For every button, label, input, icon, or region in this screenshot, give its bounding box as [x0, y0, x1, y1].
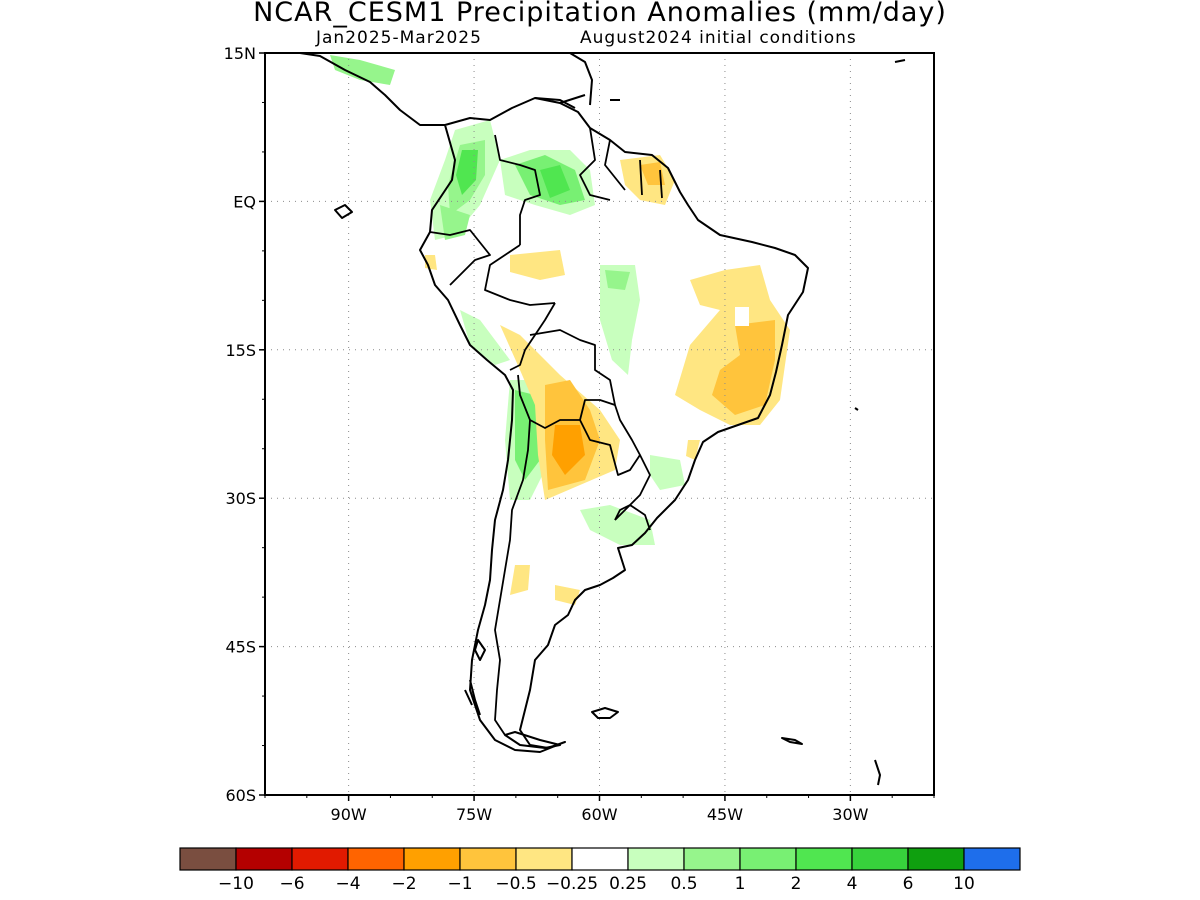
border-peru-brazil: [509, 302, 556, 371]
coastline-caribbean: [534, 94, 586, 109]
wet-anomaly-amazon: [600, 265, 640, 375]
latitude-axis: 15N EQ 15S 30S 45S 60S: [224, 44, 265, 805]
lon-tick-label: 90W: [331, 805, 367, 824]
colorbar-label: 6: [903, 874, 914, 894]
dry-anomaly-guianas-core: [640, 162, 665, 185]
border-argentina-brazil: [614, 454, 651, 521]
coastline-tierra-del-fuego: [504, 731, 561, 749]
lon-tick-label: 60W: [581, 805, 617, 824]
lon-tick-label: 45W: [707, 805, 743, 824]
missing-data-patch: [735, 307, 749, 326]
colorbar-label: 0.25: [609, 874, 647, 894]
colorbar-label: 4: [847, 874, 858, 894]
colorbar-swatch: [963, 847, 1021, 871]
initial-conditions: August2024 initial conditions: [580, 28, 857, 48]
dry-anomaly-northeast-brazil-core: [712, 320, 775, 415]
colorbar-swatch: [403, 847, 461, 871]
colorbar-label: 10: [953, 874, 975, 894]
coastline-trindade: [854, 407, 859, 411]
colorbar-label: −4: [335, 874, 360, 894]
border-chile-argentina: [494, 419, 531, 736]
lat-tick-label: 60S: [225, 786, 256, 805]
dry-anomaly-argentina: [510, 565, 530, 595]
border-bolivia: [517, 329, 616, 429]
coastline-southern-fjords: [464, 679, 481, 716]
dry-anomaly-southeast-brazil: [686, 440, 700, 460]
border-colombia-venezuela: [494, 134, 541, 245]
colorbar-label: −2: [391, 874, 416, 894]
colorbar-swatch: [235, 847, 293, 871]
map-gridlines: [265, 53, 934, 795]
dry-shading: [425, 155, 790, 605]
colorbar-label: −1: [447, 874, 472, 894]
colorbar-swatch: [571, 847, 629, 871]
border-venezuela-guyana: [579, 127, 611, 201]
colorbar-label: −0.25: [546, 874, 598, 894]
colorbar-swatch: [739, 847, 797, 871]
map-title: NCAR_CESM1 Precipitation Anomalies (mm/d…: [253, 0, 947, 28]
longitude-axis: 90W 75W 60W 45W 30W: [264, 795, 935, 824]
wet-anomaly-colombia-inner: [456, 150, 478, 195]
colorbar-label: −0.5: [495, 874, 536, 894]
lat-tick-label: 30S: [225, 489, 256, 508]
wet-anomaly-amazon-core: [605, 270, 630, 290]
dry-anomaly-bolivia-inner: [552, 425, 585, 475]
border-brazil-north: [484, 244, 556, 306]
lat-tick-label: 15N: [224, 44, 256, 63]
colorbar-swatch: [515, 847, 573, 871]
border-paraguay: [579, 404, 641, 476]
border-guianas: [604, 139, 663, 199]
coastline-cuba: [569, 53, 593, 106]
colorbar-label: 2: [791, 874, 802, 894]
colorbar-swatch: [179, 847, 237, 871]
coastline-central-america: [299, 53, 445, 126]
lon-tick-label: 75W: [456, 805, 492, 824]
wet-anomaly-peru: [460, 310, 510, 365]
coastline-south-america: [419, 97, 809, 753]
colorbar-label: −6: [279, 874, 304, 894]
lon-tick-label: 30W: [832, 805, 868, 824]
forecast-period: Jan2025-Mar2025: [316, 28, 482, 48]
dry-anomaly-patagonia: [555, 585, 580, 605]
coastline-south-georgia: [781, 737, 803, 745]
coastline-galapagos: [334, 204, 353, 219]
colorbar-label: 1: [735, 874, 746, 894]
colorbar-swatch: [347, 847, 405, 871]
wet-anomaly-central-america: [330, 55, 395, 85]
colorbar-swatch: [683, 847, 741, 871]
dry-anomaly-west-amazon: [510, 250, 565, 280]
colorbar-label: 0.5: [670, 874, 697, 894]
lat-tick-label: EQ: [233, 192, 256, 211]
lat-tick-label: 45S: [225, 638, 256, 657]
coastline-caribbean-islands: [610, 59, 906, 101]
map-area: [265, 53, 934, 795]
colorbar-swatch: [291, 847, 349, 871]
coastline-atlantic-islands: [874, 759, 881, 786]
country-borders: [429, 127, 663, 736]
colorbar-swatch: [907, 847, 965, 871]
coastline-falklands: [591, 707, 619, 719]
coastline-chiloe: [474, 639, 486, 661]
colorbar-swatch: [627, 847, 685, 871]
wet-anomaly-southern-brazil: [650, 455, 685, 490]
wet-anomaly-chile-core: [515, 390, 540, 480]
wet-anomaly-uruguay: [580, 505, 655, 545]
colorbar-swatch: [851, 847, 909, 871]
colorbar-swatch: [795, 847, 853, 871]
border-ecuador-peru: [429, 229, 491, 286]
colorbar: −10 −6 −4 −2 −1 −0.5 −0.25 0.25 0.5 1 2 4 6 10: [179, 847, 1021, 894]
coastlines: [299, 53, 906, 786]
wet-anomaly-venezuela-inner: [540, 165, 570, 198]
colorbar-label: −10: [218, 874, 254, 894]
colorbar-swatch: [459, 847, 517, 871]
border-uruguay: [614, 504, 651, 531]
lat-tick-label: 15S: [225, 341, 256, 360]
anomaly-shading: [330, 55, 685, 545]
